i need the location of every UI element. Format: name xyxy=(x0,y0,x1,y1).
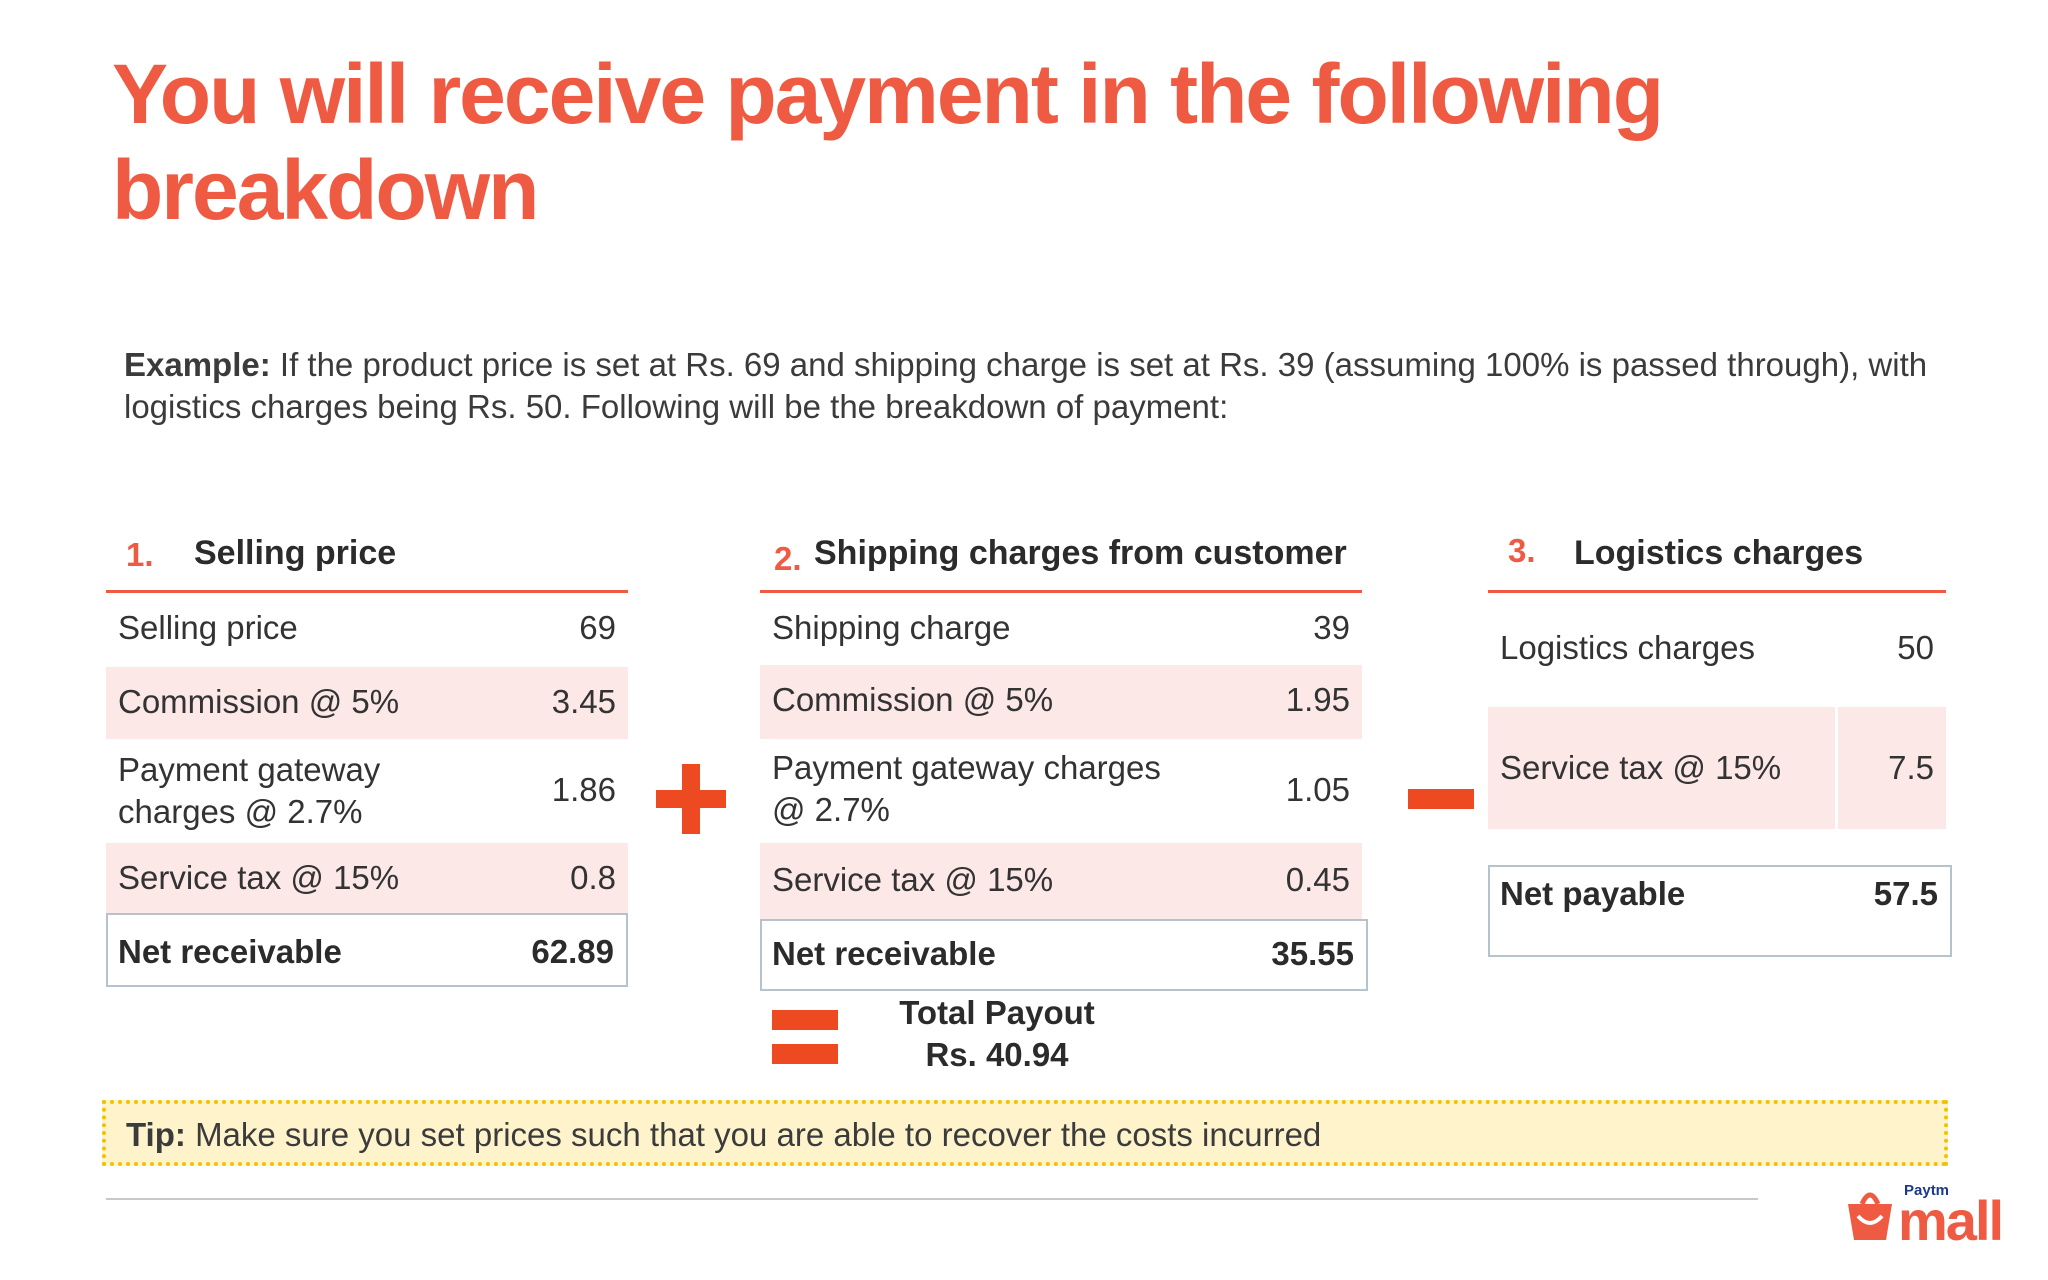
row-value: 1.95 xyxy=(1285,681,1350,718)
row-value: 1.86 xyxy=(551,771,616,808)
example-text: If the product price is set at Rs. 69 an… xyxy=(124,346,1928,425)
table-row: Payment gateway charges @ 2.7% 1.86 xyxy=(106,739,628,843)
section-shipping-charges: 2. Shipping charges from customer Shippi… xyxy=(760,520,1368,991)
table-row: Service tax @ 15% 7.5 xyxy=(1488,707,1946,829)
equals-icon-lower xyxy=(772,1044,838,1064)
total-payout: Total Payout Rs. 40.94 xyxy=(862,992,1132,1076)
row-label: Payment gateway charges @ 2.7% xyxy=(772,747,1161,831)
plus-icon xyxy=(656,790,726,808)
row-value: 3.45 xyxy=(551,683,616,720)
net-receivable-row: Net receivable 62.89 xyxy=(106,913,628,987)
total-payout-amount: Rs. 40.94 xyxy=(925,1036,1069,1073)
table-row: Selling price 69 xyxy=(106,593,628,667)
net-label: Net receivable xyxy=(772,935,996,972)
example-paragraph: Example: If the product price is set at … xyxy=(124,344,1984,428)
section-number: 2. xyxy=(774,540,802,577)
net-label: Net receivable xyxy=(118,933,342,970)
table-row: Logistics charges 50 xyxy=(1488,593,1946,707)
section-number: 1. xyxy=(126,536,154,573)
tip-text: Make sure you set prices such that you a… xyxy=(195,1116,1322,1153)
tip-box: Tip: Make sure you set prices such that … xyxy=(102,1100,1948,1166)
row-label: Commission @ 5% xyxy=(118,683,400,720)
row-value: 69 xyxy=(579,609,616,646)
row-value: 0.8 xyxy=(570,859,616,896)
row-label: Service tax @ 15% xyxy=(118,859,400,896)
net-value: 35.55 xyxy=(1271,935,1354,972)
row-label-line1: Payment gateway xyxy=(118,751,381,788)
row-label: Logistics charges xyxy=(1500,629,1755,666)
row-label: Selling price xyxy=(118,609,298,646)
section-number: 3. xyxy=(1508,532,1536,569)
minus-icon xyxy=(1408,789,1474,809)
row-label: Shipping charge xyxy=(772,609,1011,646)
section-header: 3. Logistics charges xyxy=(1488,520,1946,593)
total-payout-label: Total Payout xyxy=(899,994,1095,1031)
tip-label: Tip: xyxy=(126,1116,186,1153)
row-label-line2: charges @ 2.7% xyxy=(118,793,363,830)
table-row: Commission @ 5% 3.45 xyxy=(106,667,628,739)
page-title: You will receive payment in the followin… xyxy=(112,47,1664,237)
row-value: 39 xyxy=(1313,609,1350,646)
table-row: Service tax @ 15% 0.45 xyxy=(760,843,1362,919)
section-title: Shipping charges from customer xyxy=(814,534,1347,572)
shopping-bag-icon xyxy=(1848,1192,1892,1240)
bottom-divider xyxy=(106,1198,1758,1200)
section-logistics-charges: 3. Logistics charges Logistics charges 5… xyxy=(1488,520,1952,957)
table-row: Commission @ 5% 1.95 xyxy=(760,665,1362,739)
row-value: 50 xyxy=(1897,629,1934,666)
equals-icon xyxy=(772,1010,838,1030)
net-label: Net payable xyxy=(1500,875,1686,912)
section-header: 2. Shipping charges from customer xyxy=(760,520,1362,593)
table-row: Service tax @ 15% 0.8 xyxy=(106,843,628,913)
row-label: Commission @ 5% xyxy=(772,681,1054,718)
row-label: Service tax @ 15% xyxy=(1500,749,1782,786)
row-label: Service tax @ 15% xyxy=(772,861,1054,898)
net-value: 62.89 xyxy=(531,933,614,970)
paytm-mall-logo: Paytm mall xyxy=(1846,1180,2026,1252)
row-label: Payment gateway charges @ 2.7% xyxy=(118,749,380,833)
row-value: 1.05 xyxy=(1285,771,1350,808)
logo-small-text: Paytm xyxy=(1904,1182,1950,1199)
row-label-line2: @ 2.7% xyxy=(772,791,890,828)
logo-main-text: mall xyxy=(1898,1189,2004,1252)
example-label: Example: xyxy=(124,346,271,383)
section-header: 1. Selling price xyxy=(106,520,628,593)
row-divider xyxy=(1835,707,1838,829)
row-label-line1: Payment gateway charges xyxy=(772,749,1161,786)
section-title: Logistics charges xyxy=(1574,534,1864,572)
row-value: 0.45 xyxy=(1285,861,1350,898)
section-title: Selling price xyxy=(194,534,397,572)
net-payable-row: Net payable 57.5 xyxy=(1488,865,1952,957)
table-row: Payment gateway charges @ 2.7% 1.05 xyxy=(760,739,1362,843)
table-row: Shipping charge 39 xyxy=(760,593,1362,665)
spacer xyxy=(1488,829,1946,865)
section-selling-price: 1. Selling price Selling price 69 Commis… xyxy=(106,520,628,987)
row-value: 7.5 xyxy=(1888,749,1934,786)
net-receivable-row: Net receivable 35.55 xyxy=(760,919,1368,991)
net-value: 57.5 xyxy=(1873,875,1938,912)
tip-content: Tip: Make sure you set prices such that … xyxy=(126,1116,1321,1154)
